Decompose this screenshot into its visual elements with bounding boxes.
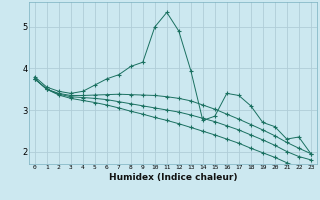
X-axis label: Humidex (Indice chaleur): Humidex (Indice chaleur)	[108, 173, 237, 182]
